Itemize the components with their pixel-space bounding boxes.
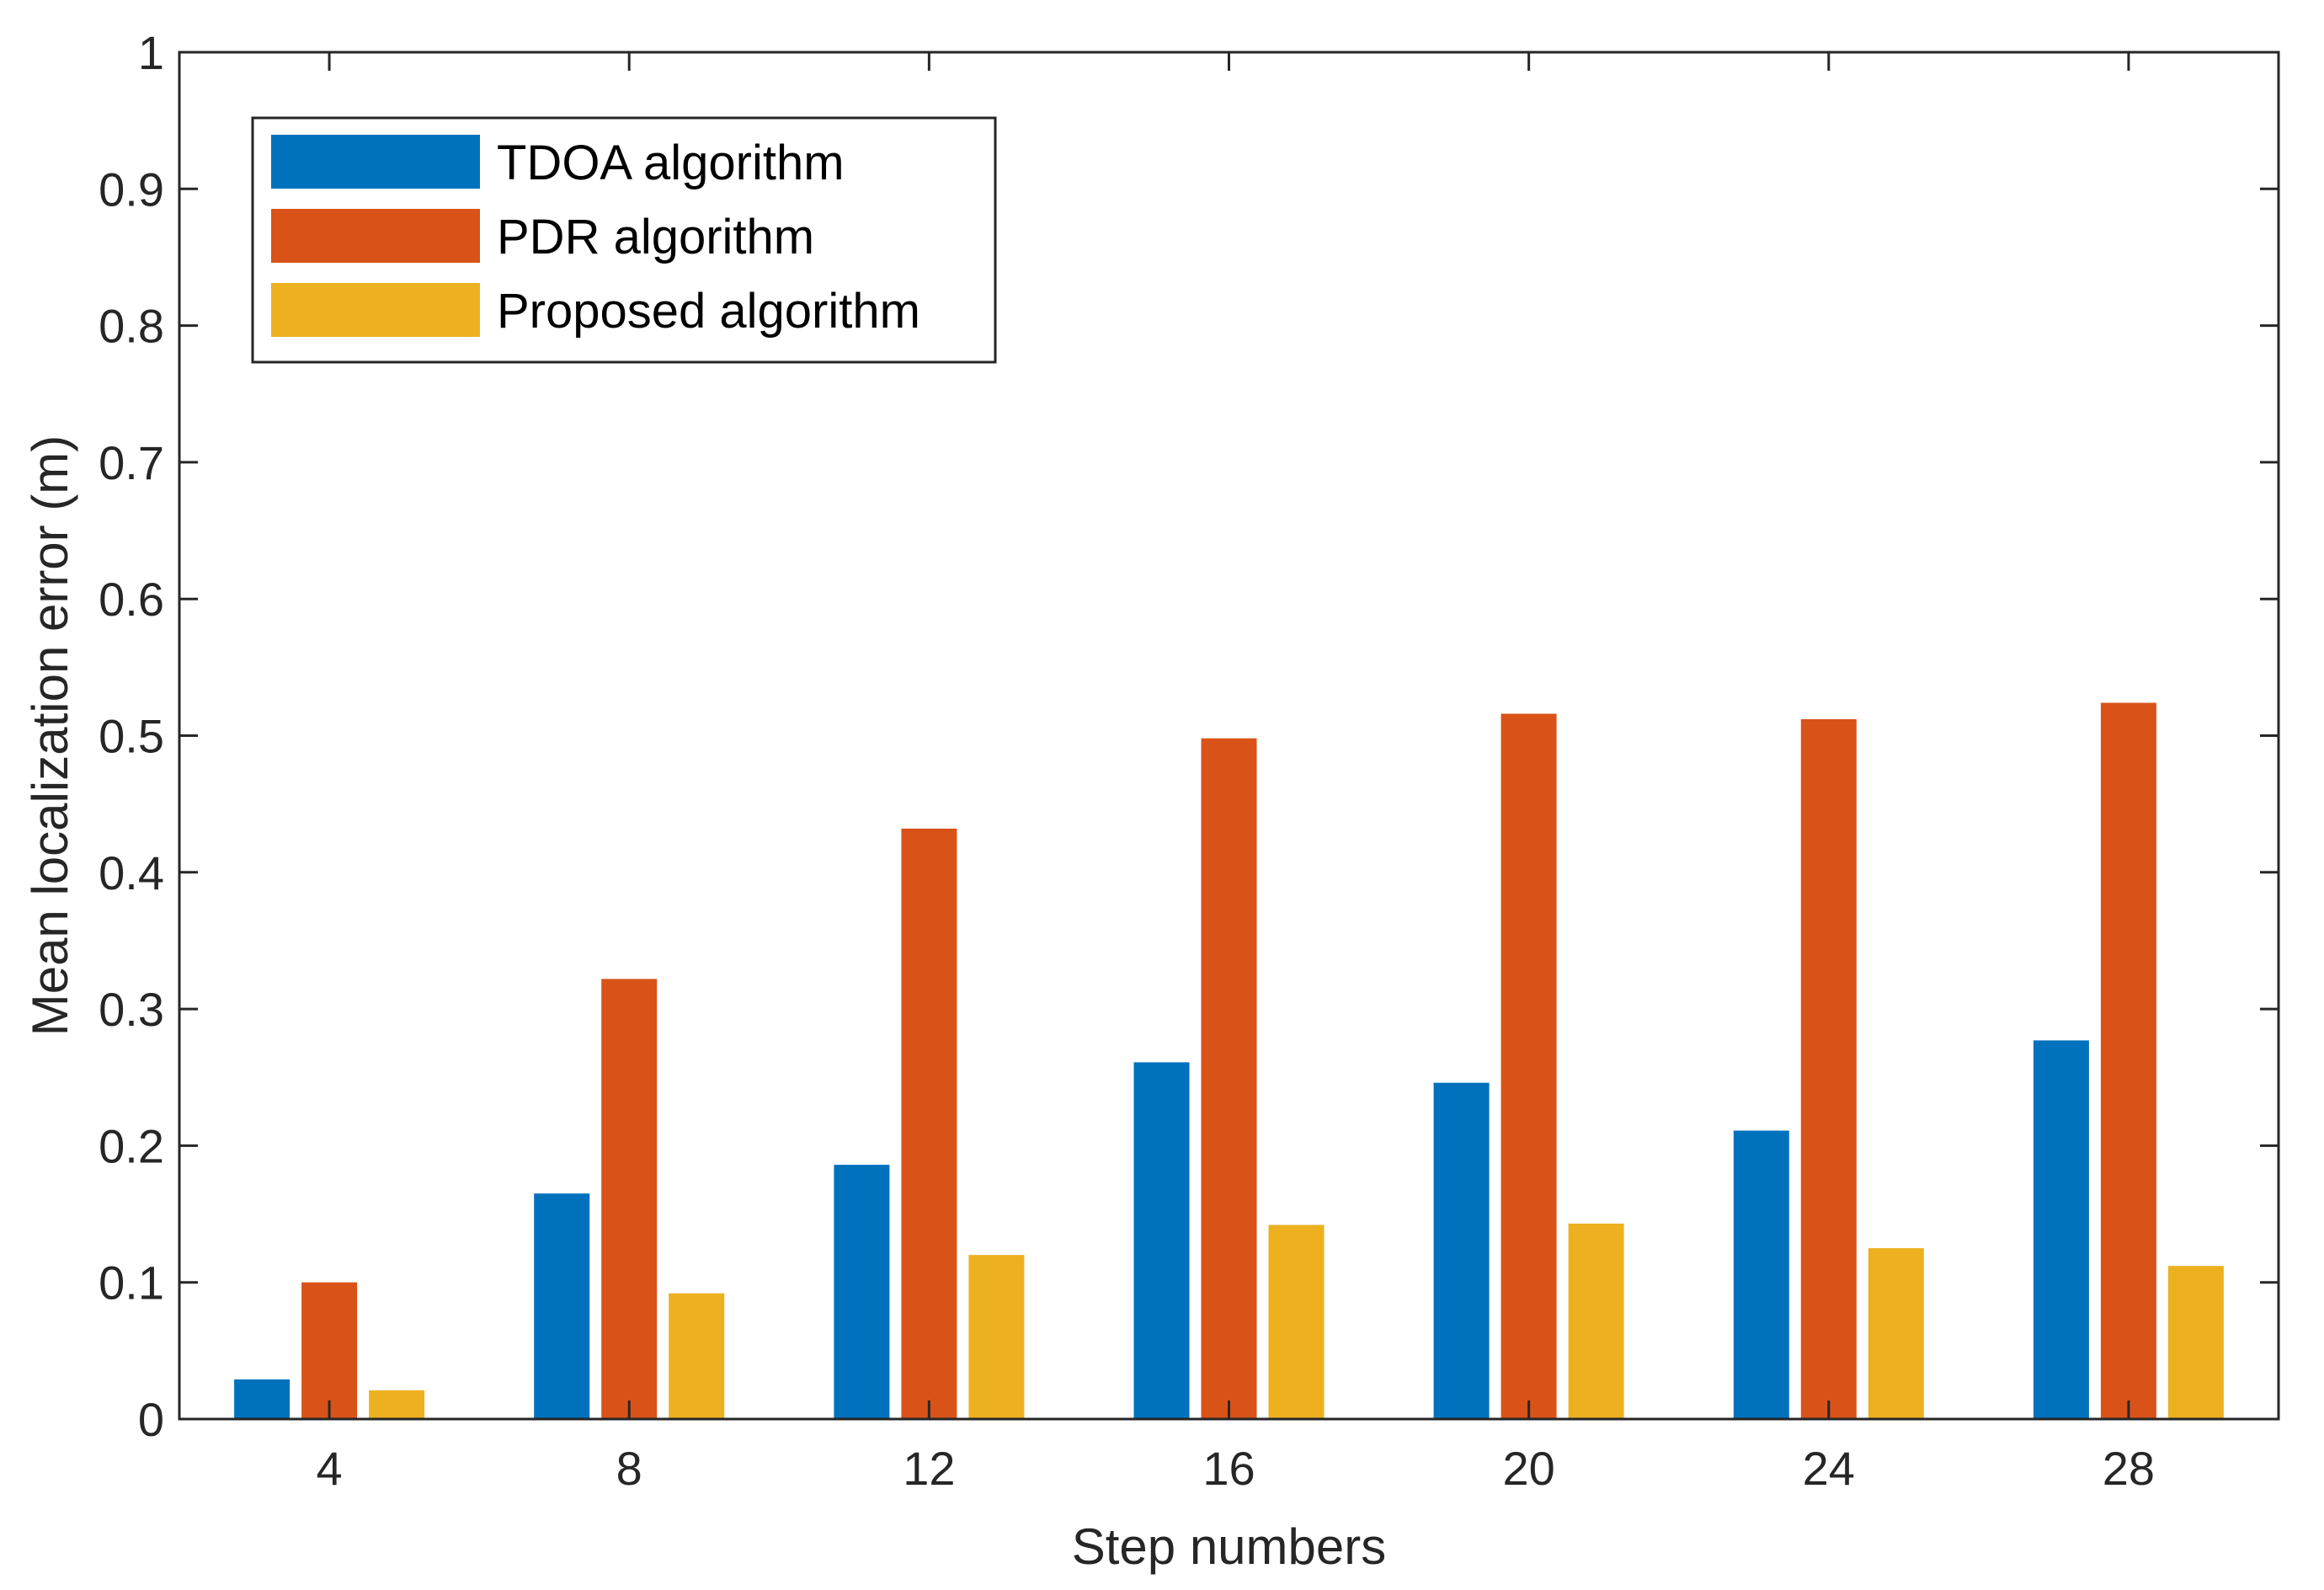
bar-proposed-algorithm-24 (1868, 1248, 1924, 1419)
legend-swatch-2 (271, 283, 480, 337)
y-tick-label: 0.7 (99, 436, 164, 489)
y-tick-label: 0.8 (99, 300, 164, 353)
bar-pdr-algorithm-4 (301, 1282, 358, 1419)
bar-tdoa-algorithm-4 (234, 1379, 290, 1419)
bar-tdoa-algorithm-8 (534, 1193, 590, 1419)
bar-pdr-algorithm-16 (1201, 738, 1257, 1419)
bar-pdr-algorithm-24 (1800, 719, 1857, 1419)
y-tick-label: 0.2 (99, 1119, 164, 1172)
bar-pdr-algorithm-8 (601, 979, 658, 1419)
x-tick-label: 24 (1803, 1442, 1855, 1495)
x-axis-title: Step numbers (1072, 1518, 1387, 1575)
bar-proposed-algorithm-16 (1268, 1225, 1325, 1419)
bar-proposed-algorithm-28 (2167, 1266, 2224, 1419)
bar-proposed-algorithm-12 (968, 1255, 1025, 1419)
bar-pdr-algorithm-20 (1500, 713, 1557, 1419)
legend-label-0: TDOA algorithm (497, 136, 845, 190)
legend-label-2: Proposed algorithm (497, 284, 920, 339)
x-tick-label: 12 (903, 1442, 955, 1495)
y-tick-label: 0.9 (99, 163, 164, 216)
y-tick-label: 0.6 (99, 573, 164, 626)
x-tick-label: 8 (616, 1442, 642, 1495)
y-axis-title: Mean localization error (m) (22, 435, 78, 1037)
legend: TDOA algorithm PDR algorithm Proposed algo… (251, 116, 997, 364)
y-tick-label: 0.5 (99, 710, 164, 763)
bar-proposed-algorithm-8 (669, 1293, 725, 1419)
x-tick-label: 28 (2103, 1442, 2155, 1495)
x-tick-label: 20 (1502, 1442, 1554, 1495)
y-tick-label: 1 (138, 26, 164, 79)
bar-tdoa-algorithm-16 (1133, 1062, 1190, 1419)
y-tick-label: 0.4 (99, 846, 164, 899)
bar-proposed-algorithm-20 (1568, 1223, 1624, 1419)
y-tick-label: 0 (138, 1393, 164, 1446)
bar-tdoa-algorithm-20 (1433, 1082, 1490, 1419)
legend-swatch-1 (271, 209, 480, 263)
x-tick-label: 4 (316, 1442, 342, 1495)
x-tick-label: 16 (1202, 1442, 1255, 1495)
axes-layer: 0 0.1 0.2 0.3 0.4 0.5 0.6 0.7 0.8 0.9 1 4 8 12 16 20 24 2… (99, 26, 2280, 1495)
y-tick-label: 0.1 (99, 1257, 164, 1310)
bar-pdr-algorithm-28 (2100, 702, 2156, 1419)
bar-tdoa-algorithm-12 (834, 1165, 890, 1419)
y-tick-label: 0.3 (99, 983, 164, 1036)
bar-proposed-algorithm-4 (369, 1390, 425, 1419)
legend-label-1: PDR algorithm (497, 210, 814, 264)
legend-swatch-0 (271, 135, 480, 189)
bar-tdoa-algorithm-28 (2033, 1040, 2089, 1419)
bar-pdr-algorithm-12 (901, 828, 957, 1419)
bar-tdoa-algorithm-24 (1733, 1130, 1789, 1419)
bars-layer (234, 702, 2224, 1419)
